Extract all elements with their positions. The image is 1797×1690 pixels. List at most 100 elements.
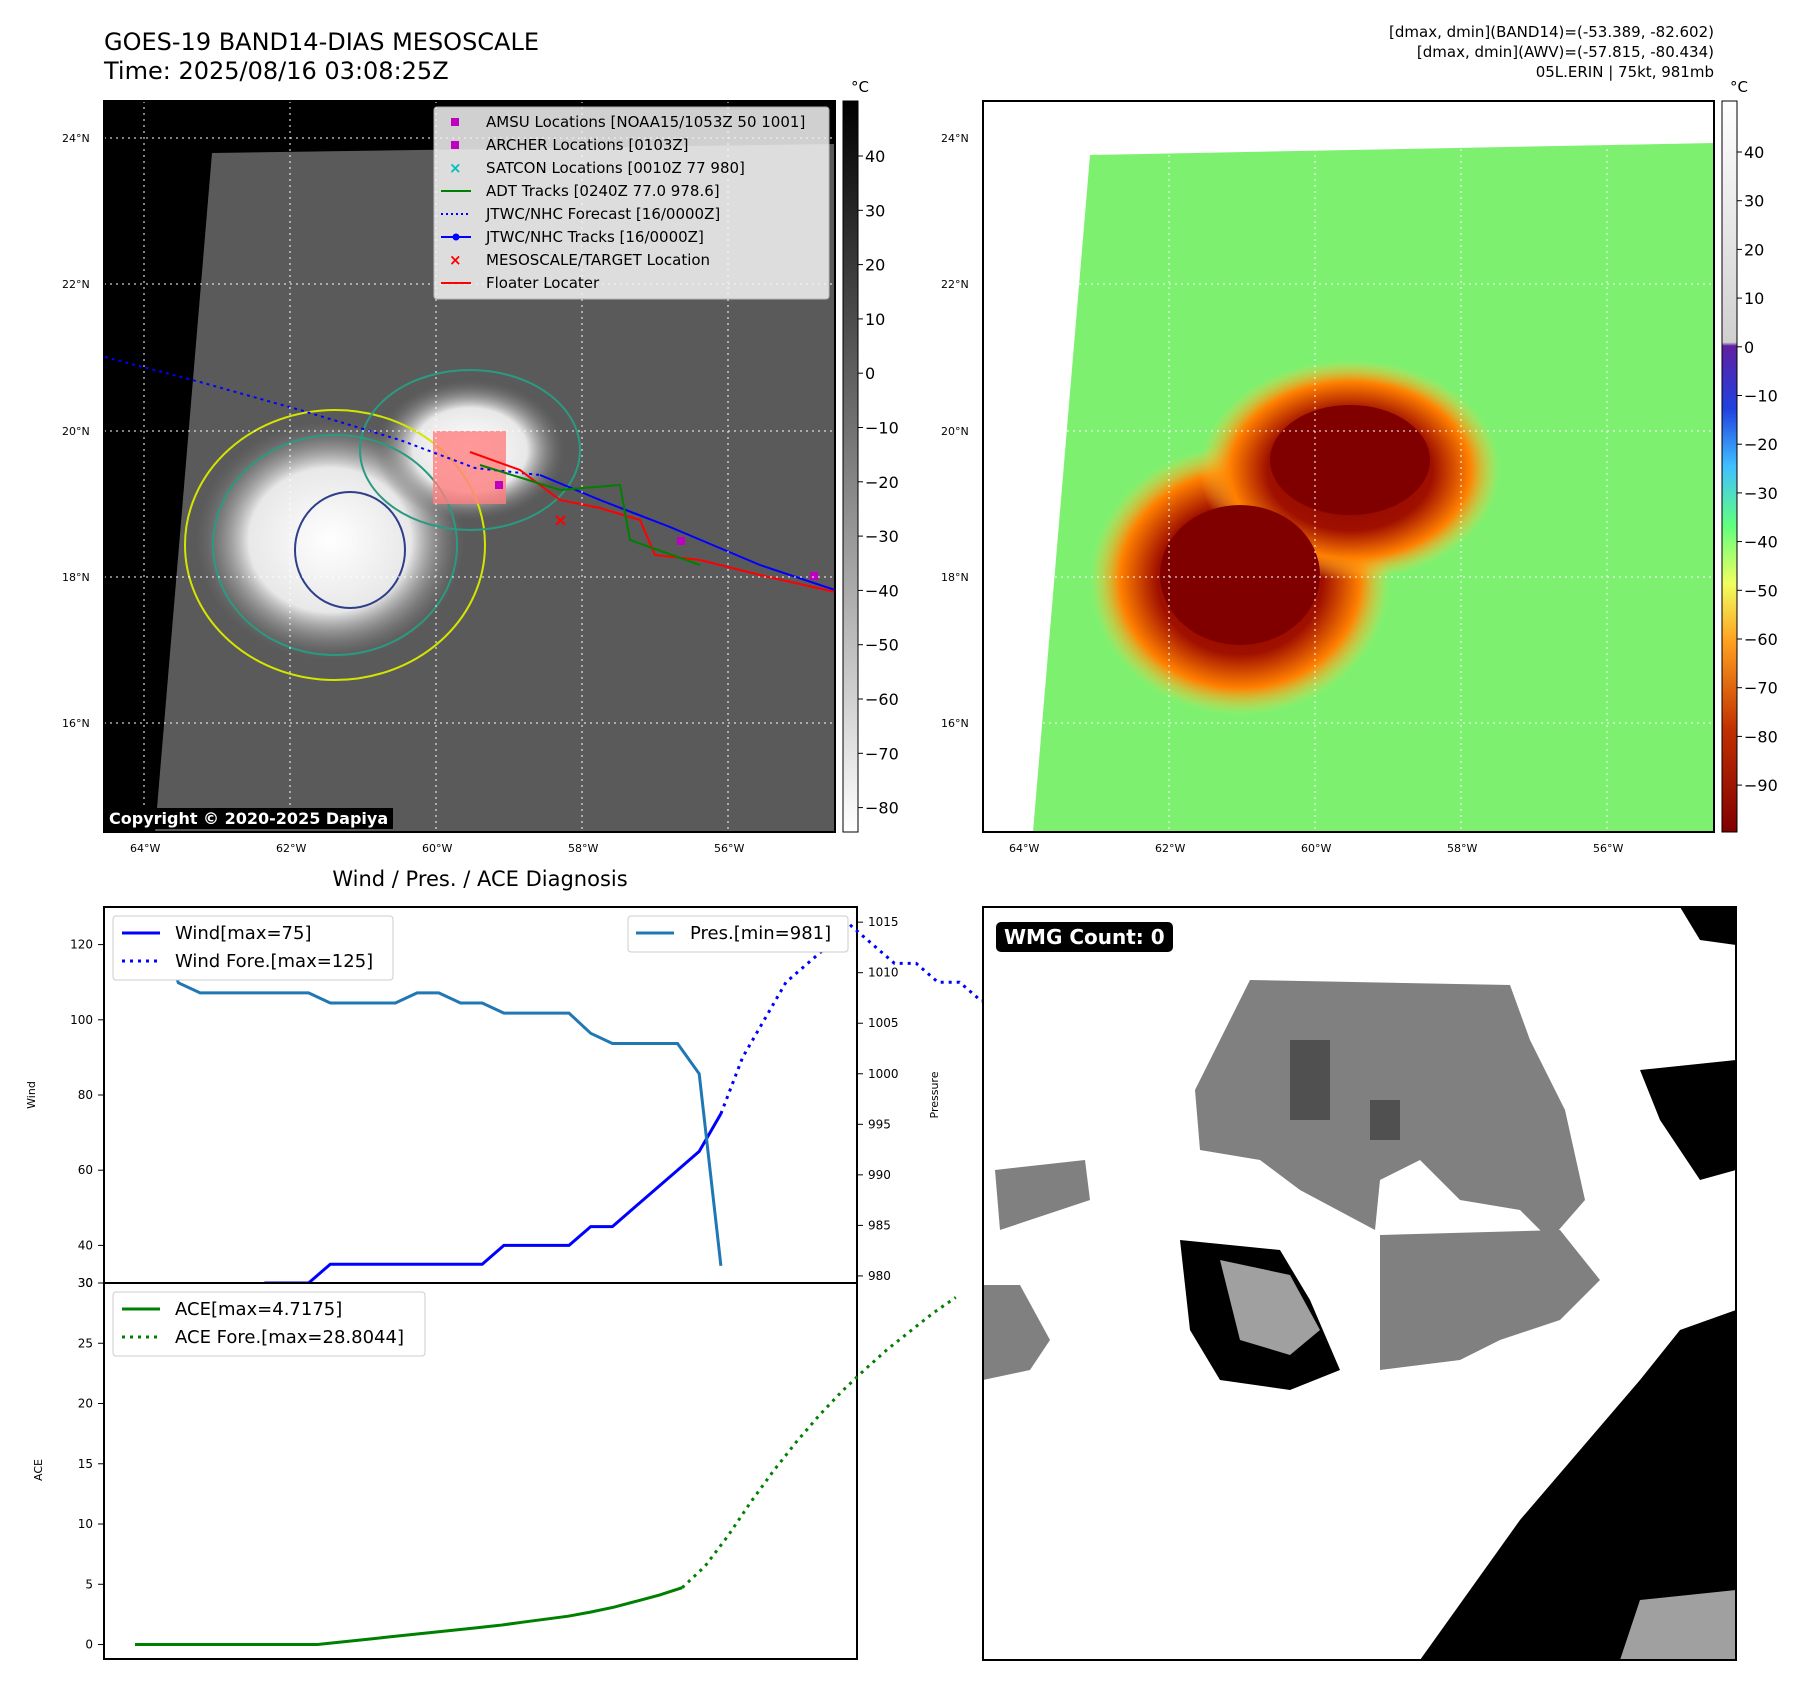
ytick-label: 15: [78, 1457, 93, 1471]
ir-lat-label: 16°N: [62, 717, 90, 730]
legend-label: ARCHER Locations [0103Z]: [486, 136, 689, 154]
ir-map-frame: [103, 100, 836, 833]
adt-track: [479, 464, 701, 566]
ir-contour-teal-east: [359, 369, 581, 531]
colorbar-tick-label: −30: [1744, 484, 1778, 503]
page-title: GOES-19 BAND14-DIAS MESOSCALE Time: 2025…: [104, 28, 539, 86]
amsu-location-marker: [677, 537, 685, 545]
ir-contour-yellow: [184, 409, 486, 681]
ytick-label: 60: [78, 1163, 93, 1177]
color-colorbar-ticks: 40 30 20 10 0 −10 −20 −30 −40 −50 −60 −70 −80 −90: [1737, 143, 1778, 795]
ir-lon-label: 56°W: [714, 842, 744, 855]
wmg-black-region-southeast: [1420, 1310, 1736, 1660]
colorbar-tick-label: −20: [865, 473, 899, 492]
colorbar-tick-label: −70: [1744, 679, 1778, 698]
pres-legend-box: [627, 915, 849, 953]
wmg-gray-region-east: [1380, 1230, 1600, 1370]
stats-line-3: 05L.ERIN | 75kt, 981mb: [1535, 63, 1714, 81]
color-cold-core-west: [1160, 505, 1320, 645]
colorbar-tick-label: 40: [865, 147, 885, 166]
diagnosis-title: Wind / Pres. / ACE Diagnosis: [332, 867, 627, 891]
colorbar-tick-label: −60: [865, 690, 899, 709]
ir-lon-label: 60°W: [422, 842, 452, 855]
color-colorbar-unit: °C: [1730, 78, 1748, 96]
pres-legend-label: Pres.[min=981]: [690, 923, 831, 944]
color-lat-label: 18°N: [941, 571, 969, 584]
ytick-label: 40: [78, 1238, 93, 1252]
wmg-black-region-corner: [1680, 907, 1736, 945]
ir-lon-label: 58°W: [568, 842, 598, 855]
colorbar-tick-label: −50: [1744, 581, 1778, 600]
wind-yticks: 30 40 60 80 100 120: [70, 938, 104, 1290]
ytick-label: 10: [78, 1517, 93, 1531]
ir-lat-label: 18°N: [62, 571, 90, 584]
legend-label: AMSU Locations [NOAA15/1053Z 50 1001]: [486, 113, 805, 131]
ytick-label: 30: [78, 1276, 93, 1290]
color-lat-label: 24°N: [941, 132, 969, 145]
wmg-dark-gray-patch: [1290, 1040, 1330, 1120]
colorbar-tick-label: 10: [1744, 289, 1764, 308]
amsu-location-marker-east: [810, 572, 818, 580]
ace-forecast-line: [681, 1296, 957, 1589]
legend-label: SATCON Locations [0010Z 77 980]: [486, 159, 745, 177]
colorbar-tick-label: −50: [865, 636, 899, 655]
title-line-2: Time: 2025/08/16 03:08:25Z: [104, 57, 449, 85]
ace-yticks: 0 5 10 15 20 25 30: [78, 1276, 104, 1652]
ir-colorbar: [842, 100, 859, 833]
color-lat-label: 16°N: [941, 717, 969, 730]
ir-axis-labels: 24°N 22°N 20°N 18°N 16°N 64°W 62°W 60°W …: [62, 132, 744, 855]
ytick-right-label: 980: [868, 1269, 891, 1283]
color-lon-label: 56°W: [1593, 842, 1623, 855]
ir-legend-box: [433, 106, 830, 300]
ytick-right-label: 995: [868, 1117, 891, 1131]
color-axis-labels: 24°N 22°N 20°N 18°N 16°N 64°W 62°W 60°W …: [941, 132, 1623, 855]
wind-fore-legend-label: Wind Fore.[max=125]: [175, 951, 373, 972]
pressure-yticks: 980 985 990 995 1000 1005 1010 1015: [857, 915, 899, 1283]
ir-contour-blue: [294, 491, 406, 609]
color-lat-label: 22°N: [941, 278, 969, 291]
jtwc-forecast-track: [104, 356, 541, 476]
color-cold-core-east: [1270, 405, 1430, 515]
ytick-label: 25: [78, 1336, 93, 1350]
colorbar-tick-label: −40: [865, 581, 899, 600]
wmg-dark-gray-patch: [1370, 1100, 1400, 1140]
colorbar-tick-label: −10: [1744, 387, 1778, 406]
ytick-right-label: 990: [868, 1168, 891, 1182]
legend-marker: [451, 141, 459, 149]
colorbar-tick-label: 30: [865, 201, 885, 220]
jtwc-best-track: [539, 474, 836, 591]
ir-lon-label: 64°W: [130, 842, 160, 855]
pressure-line: [135, 920, 723, 1266]
legend-label: JTWC/NHC Forecast [16/0000Z]: [485, 205, 720, 223]
colorbar-tick-label: 0: [1744, 338, 1754, 357]
wmg-gray-region-west: [995, 1160, 1090, 1230]
color-lon-label: 58°W: [1447, 842, 1477, 855]
color-lat-label: 20°N: [941, 425, 969, 438]
ytick-label: 20: [78, 1397, 93, 1411]
ir-lat-label: 24°N: [62, 132, 90, 145]
wmg-frame: [982, 906, 1737, 1661]
color-lon-label: 64°W: [1009, 842, 1039, 855]
legend-marker: ×: [449, 159, 462, 177]
legend-label: JTWC/NHC Tracks [16/0000Z]: [485, 228, 704, 246]
colorbar-tick-label: −70: [865, 744, 899, 763]
ace-fore-legend-label: ACE Fore.[max=28.8044]: [175, 1327, 404, 1348]
ir-lat-label: 20°N: [62, 425, 90, 438]
wmg-black-region-northeast: [1640, 1060, 1736, 1180]
ir-lat-label: 22°N: [62, 278, 90, 291]
wmg-light-gray-inner: [1220, 1260, 1320, 1355]
legend-marker: ×: [449, 251, 462, 269]
color-gridlines: [983, 101, 1714, 832]
colorbar-tick-label: −90: [1744, 776, 1778, 795]
mesoscale-target-box: [433, 431, 506, 504]
ace-series-group: [135, 1296, 957, 1646]
ir-colorbar-unit: °C: [851, 78, 869, 96]
legend-label: MESOSCALE/TARGET Location: [486, 251, 710, 269]
ace-line: [135, 1586, 683, 1646]
colorbar-tick-label: 30: [1744, 192, 1764, 211]
ytick-right-label: 1015: [868, 915, 899, 929]
legend-label: Floater Locater: [486, 274, 600, 292]
ytick-label: 5: [85, 1577, 93, 1591]
colorbar-tick-label: 10: [865, 310, 885, 329]
